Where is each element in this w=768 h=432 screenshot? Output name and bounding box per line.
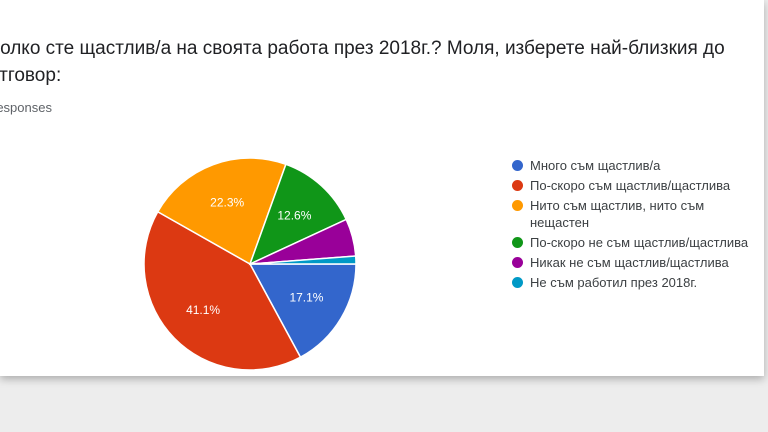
question-title: Колко сте щастлив/а на своята работа пре… [0,38,725,86]
chart-legend: Много съм щастлив/а По-скоро съм щастлив/… [512,157,762,294]
legend-label: По-скоро съм щастлив/щастлива [530,178,731,193]
pie-slice-2 [143,210,302,371]
legend-item-3: Нито съм щастлив, нито съм нещастен [512,197,762,231]
pie-slice-6 [249,255,357,265]
legend-dot [512,200,523,211]
pie-slice-1 [248,263,357,359]
legend-dot [512,277,523,288]
chart-card: Колко сте щастлив/а на своята работа пре… [0,0,764,376]
legend-dot [512,180,523,191]
pie-slice-3 [156,157,287,266]
legend-item-4: По-скоро не съм щастлив/щастлива [512,234,762,251]
legend-label: Нито съм щастлив, нито съм нещастен [530,198,705,230]
legend-item-5: Никак не съм щастлив/щастлива [512,254,762,271]
legend-label: Не съм работил през 2018г. [530,275,698,290]
legend-dot [512,257,523,268]
legend-label: Никак не съм щастлив/щастлива [530,255,729,270]
legend-label: По-скоро не съм щастлив/щастлива [530,235,749,250]
legend-item-2: По-скоро съм щастлив/щастлива [512,177,762,194]
legend-dot [512,160,523,171]
pie-slice-label-4: 12.6% [277,209,311,223]
pie-slice-label-1: 17.1% [289,291,323,305]
pie-slice-4 [248,163,348,266]
legend-item-1: Много съм щастлив/а [512,157,762,174]
pie-slice-label-3: 22.3% [210,195,244,209]
legend-label: Много съм щастлив/а [530,158,661,173]
responses-label: responses [0,100,52,115]
legend-dot [512,237,523,248]
pie-chart: 17.1% 41.1% 22.3% 12.6% [143,157,357,371]
pie-slice-label-2: 41.1% [186,303,220,317]
legend-item-6: Не съм работил през 2018г. [512,274,762,291]
